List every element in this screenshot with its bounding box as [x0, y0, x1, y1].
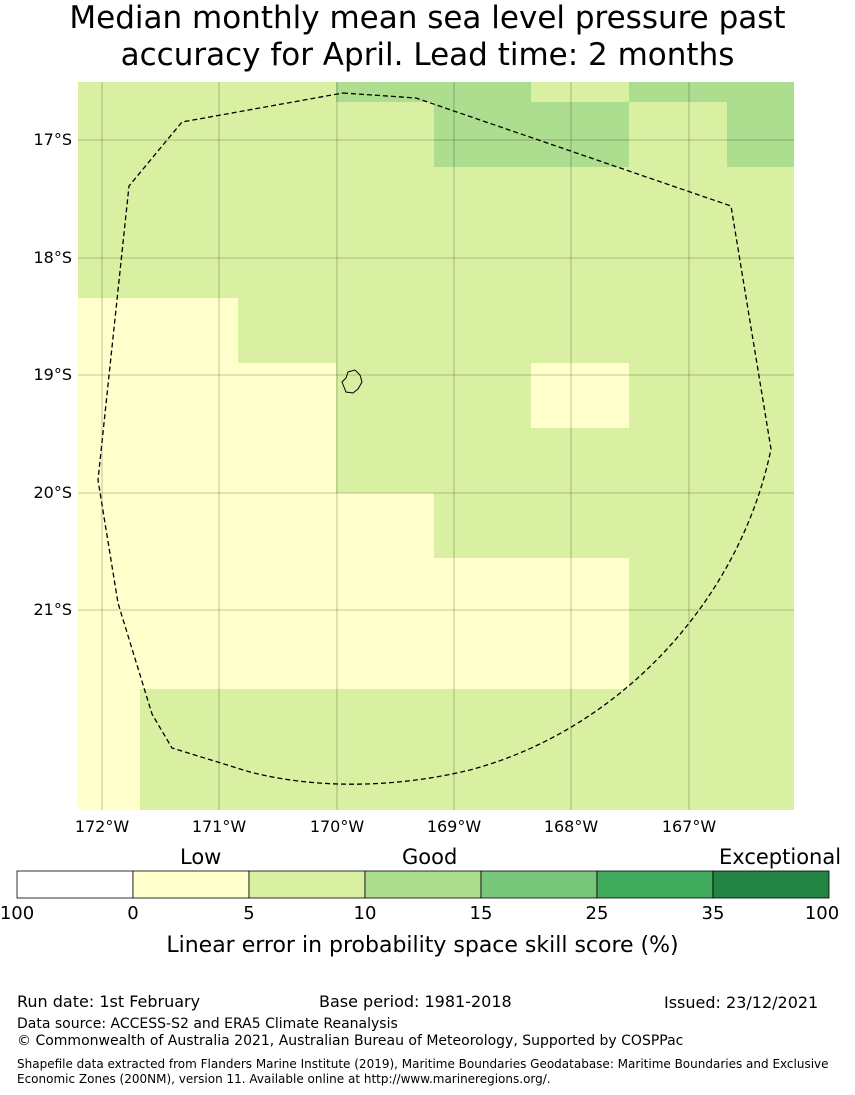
legend-swatch: [480, 870, 598, 899]
skill-cell: [140, 689, 794, 810]
lat-label: 17°S: [33, 130, 72, 149]
legend-swatch: [16, 870, 134, 899]
skill-cell: [531, 363, 629, 428]
lon-label: 172°W: [74, 817, 130, 836]
map-panel: [78, 82, 794, 810]
lat-label: 21°S: [33, 600, 72, 619]
title-line-2: accuracy for April. Lead time: 2 months: [120, 37, 735, 73]
skill-cell: [238, 363, 336, 689]
lon-label: 167°W: [661, 817, 717, 836]
legend-swatch: [596, 870, 714, 899]
legend-tick: 100: [804, 903, 840, 924]
legend-tick: 5: [243, 903, 255, 924]
legend-swatch: [712, 870, 830, 899]
lon-label: 171°W: [191, 817, 247, 836]
legend-tick: 0: [127, 903, 139, 924]
skill-cells: [78, 82, 794, 810]
lon-label: 168°W: [543, 817, 599, 836]
lon-label: 170°W: [309, 817, 365, 836]
data-source: Data source: ACCESS-S2 and ERA5 Climate …: [17, 1016, 398, 1032]
base-period: Base period: 1981-2018: [319, 992, 512, 1011]
legend-title: Linear error in probability space skill …: [166, 933, 679, 958]
legend-swatch: [248, 870, 366, 899]
legend-tick: 15: [469, 903, 493, 924]
skill-cell: [434, 102, 629, 167]
skill-cell: [727, 102, 794, 167]
shapefile-credit: Shapefile data extracted from Flanders M…: [17, 1057, 829, 1086]
map-title: Median monthly mean sea level pressure p…: [0, 0, 855, 74]
legend-tick: 35: [701, 903, 725, 924]
skill-cell: [336, 493, 434, 689]
skill-cell: [434, 558, 629, 689]
legend-category-exceptional: Exceptional: [719, 845, 842, 869]
legend-category-good: Good: [402, 845, 458, 869]
lat-label: 20°S: [33, 483, 72, 502]
legend-category-low: Low: [180, 845, 222, 869]
lat-label: 19°S: [33, 365, 72, 384]
legend-swatch: [132, 870, 250, 899]
legend-swatch: [364, 870, 482, 899]
title-line-1: Median monthly mean sea level pressure p…: [69, 0, 786, 36]
legend-tick: 25: [585, 903, 609, 924]
issued-date: Issued: 23/12/2021: [664, 993, 819, 1012]
legend-tick: 10: [353, 903, 377, 924]
island-outline: [341, 369, 363, 394]
legend-colorbar: [16, 870, 830, 899]
run-date: Run date: 1st February: [17, 992, 201, 1011]
eez-boundary: [97, 92, 772, 785]
legend-tick: 100: [0, 903, 35, 924]
skill-cell: [629, 82, 794, 102]
copyright: © Commonwealth of Australia 2021, Austra…: [17, 1033, 684, 1049]
skill-cell: [336, 82, 531, 102]
lon-label: 169°W: [426, 817, 482, 836]
lat-label: 18°S: [33, 248, 72, 267]
